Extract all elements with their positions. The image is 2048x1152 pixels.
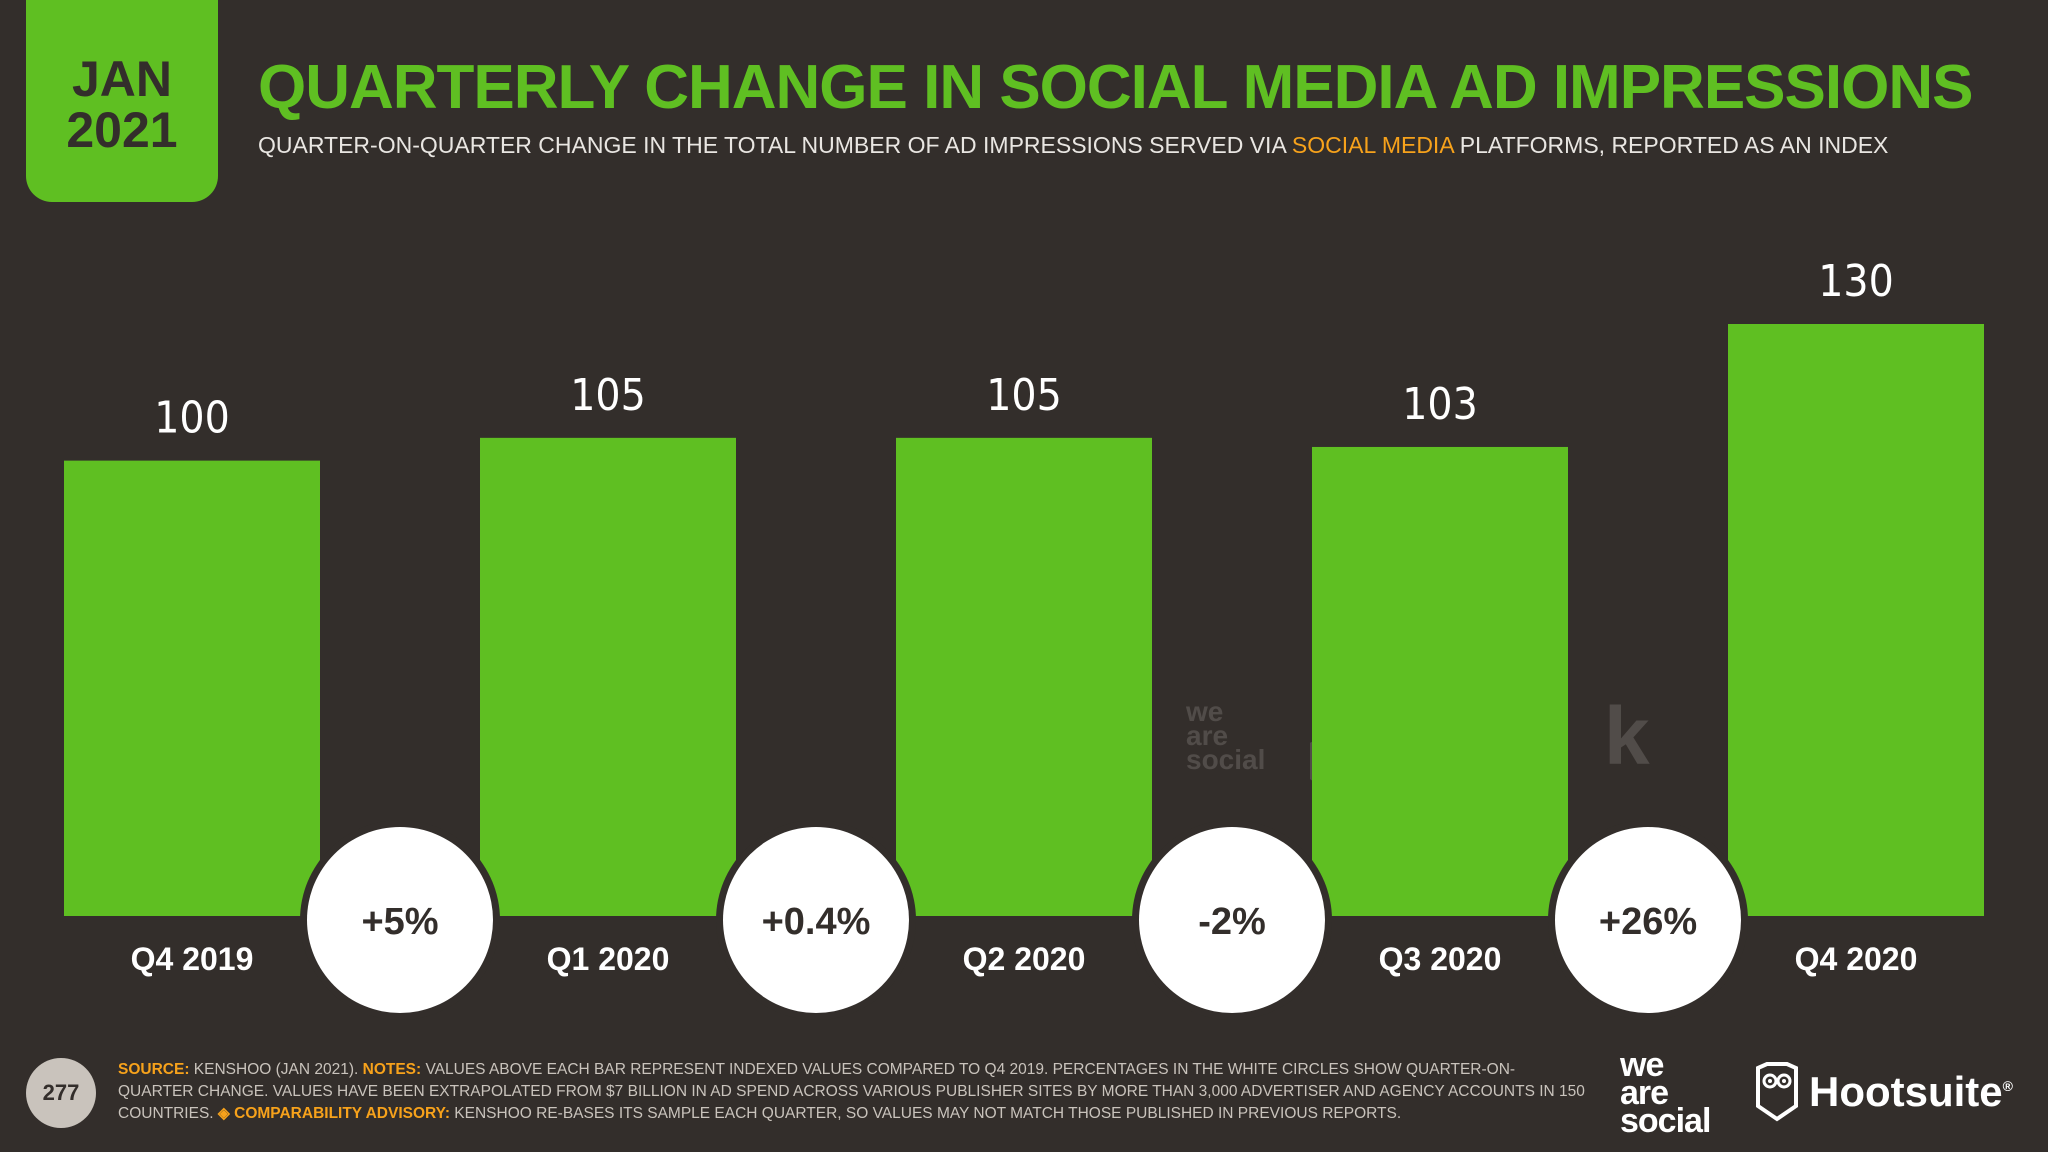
owl-icon xyxy=(1756,1062,1798,1122)
change-label: -2% xyxy=(1198,901,1266,943)
change-circle xyxy=(307,827,493,1013)
date-month: JAN xyxy=(71,51,173,107)
bar-value-label: 103 xyxy=(1402,379,1478,430)
advisory-label: ◈ COMPARABILITY ADVISORY: xyxy=(217,1105,450,1122)
bar-1 xyxy=(64,460,320,916)
change-circle xyxy=(1555,827,1741,1013)
footer-notes: SOURCE: KENSHOO (JAN 2021). NOTES: VALUE… xyxy=(118,1059,1588,1125)
watermark-social: social xyxy=(1186,743,1266,775)
category-label: Q4 2020 xyxy=(1795,941,1918,977)
logo-are: are xyxy=(1620,1073,1669,1112)
date-badge: JAN 2021 xyxy=(26,0,218,202)
bar-chart: 100 Q4 2019 105 Q1 2020 105 Q2 2020 103 Q3 2020… xyxy=(64,256,1984,1020)
logo-social: social xyxy=(1620,1101,1711,1140)
watermark-we: we xyxy=(1186,696,1224,727)
watermark-k: k xyxy=(1604,691,1650,782)
page-title: QUARTERLY CHANGE IN SOCIAL MEDIA AD IMPR… xyxy=(258,53,1973,122)
bar-value-label: 100 xyxy=(154,393,230,444)
registered-mark: ® xyxy=(2002,1078,2013,1094)
page-subtitle: QUARTER-ON-QUARTER CHANGE IN THE TOTAL N… xyxy=(258,132,1888,159)
advisory-text: KENSHOO RE-BASES ITS SAMPLE EACH QUARTER… xyxy=(450,1105,1402,1122)
logo-hootsuite-text: Hootsuite xyxy=(1809,1068,2003,1115)
notes-label: NOTES: xyxy=(362,1061,422,1078)
change-circle xyxy=(1139,827,1325,1013)
bar-5 xyxy=(1728,324,1984,916)
category-label: Q1 2020 xyxy=(547,941,670,977)
subtitle-pre: QUARTER-ON-QUARTER CHANGE IN THE TOTAL N… xyxy=(258,132,1292,158)
source-text: KENSHOO (JAN 2021). xyxy=(189,1061,363,1078)
bar-3 xyxy=(896,437,1152,916)
page-number: 277 xyxy=(26,1058,96,1128)
category-label: Q4 2019 xyxy=(131,941,254,977)
change-label: +5% xyxy=(361,901,438,943)
bar-value-label: 105 xyxy=(570,370,646,421)
subtitle-highlight: SOCIAL MEDIA xyxy=(1291,132,1454,158)
watermark-kenshoo-logo: k xyxy=(1604,690,1650,782)
change-label: +26% xyxy=(1599,901,1697,943)
subtitle-post: PLATFORMS, REPORTED AS AN INDEX xyxy=(1453,132,1889,158)
watermark-are: are xyxy=(1186,719,1229,751)
hootsuite-wordmark: Hootsuite® xyxy=(1809,1068,2013,1116)
change-circle xyxy=(723,827,909,1013)
change-label: +0.4% xyxy=(762,901,871,943)
notes-text: VALUES ABOVE EACH BAR REPRESENT INDEXED … xyxy=(118,1061,1585,1122)
hootsuite-logo: Hootsuite® xyxy=(1755,1062,2013,1122)
bar-value-label: 105 xyxy=(986,370,1062,421)
logo-we: we xyxy=(1620,1046,1664,1084)
bar-value-label: 130 xyxy=(1818,256,1894,307)
watermark-we-are-social-logo: we are social xyxy=(1186,696,1266,790)
source-label: SOURCE: xyxy=(118,1061,190,1078)
category-label: Q3 2020 xyxy=(1379,941,1502,977)
date-year: 2021 xyxy=(66,102,178,158)
category-label: Q2 2020 xyxy=(963,941,1086,977)
bar-2 xyxy=(480,437,736,916)
we-are-social-logo: we are social xyxy=(1620,1046,1711,1140)
bar-4 xyxy=(1312,446,1568,916)
